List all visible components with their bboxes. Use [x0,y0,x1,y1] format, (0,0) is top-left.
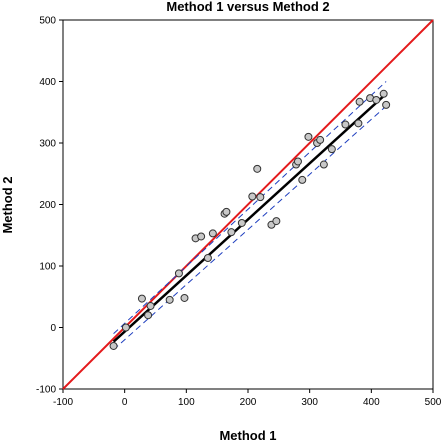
data-point [146,301,155,310]
data-point [144,311,153,320]
regression-line [112,92,387,343]
data-point [174,269,183,278]
data-point [379,89,388,98]
data-point [319,160,328,169]
data-point [253,164,262,173]
y-axis-label: Method 2 [0,176,15,233]
data-point [203,254,212,263]
confidence-band-upper [113,81,387,335]
x-tick-label: -100 [53,397,73,408]
data-point [304,132,313,141]
data-point [165,295,174,304]
data-point [355,97,364,106]
plot-area: -100 0 100 200 300 400 500 -100 0 100 200 300 400 500 [36,16,442,409]
data-point [222,207,231,216]
y-tick-label: 300 [39,139,56,150]
data-point [382,100,391,109]
y-tick-label: 0 [50,323,56,334]
data-point [298,175,307,184]
data-point [327,145,336,154]
x-tick-label: 0 [122,397,128,408]
y-tick-label: 500 [39,16,56,27]
y-tick-label: 400 [39,77,56,88]
data-point [237,218,246,227]
x-tick-label: 300 [301,397,318,408]
y-tick-label: 100 [39,262,56,273]
data-point [137,294,146,303]
data-point [121,323,130,332]
data-point [272,217,281,226]
x-tick-label: 400 [363,397,380,408]
data-point [208,229,217,238]
x-axis-label: Method 1 [219,428,276,442]
x-tick-label: 500 [425,397,442,408]
data-point [316,135,325,144]
data-point [248,192,257,201]
data-point [256,193,265,202]
x-tick-label: 200 [240,397,257,408]
chart-title: Method 1 versus Method 2 [166,0,329,14]
x-tick-label: 100 [178,397,195,408]
confidence-band-lower [113,105,387,351]
data-point [180,293,189,302]
y-tick-label: -100 [36,385,56,396]
data-point [109,341,118,350]
y-tick-label: 200 [39,200,56,211]
data-point [293,157,302,166]
data-point [197,232,206,241]
data-point [227,228,236,237]
data-point [372,95,381,104]
data-point [354,119,363,128]
data-point [341,120,350,129]
